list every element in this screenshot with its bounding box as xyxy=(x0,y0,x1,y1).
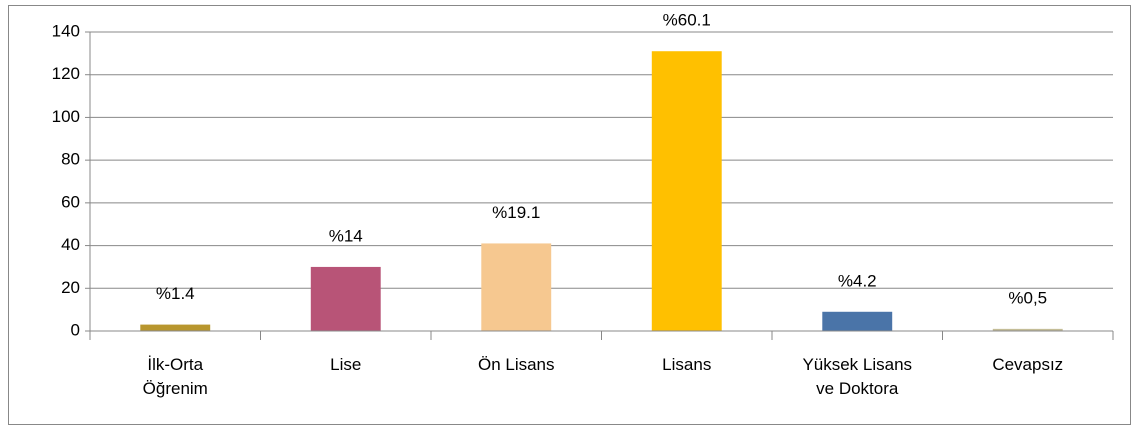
y-tick-label: 40 xyxy=(61,235,80,254)
bar xyxy=(651,51,722,331)
bar xyxy=(822,311,893,331)
bar xyxy=(992,328,1063,331)
bar xyxy=(310,266,381,331)
y-tick-label: 80 xyxy=(61,150,80,169)
bar xyxy=(481,243,552,331)
y-tick-label: 100 xyxy=(52,107,80,126)
data-label: %4.2 xyxy=(838,271,877,290)
y-tick-label: 60 xyxy=(61,192,80,211)
data-label: %60.1 xyxy=(663,11,711,30)
x-tick-label-line: Cevapsız xyxy=(992,355,1063,374)
chart-border xyxy=(8,5,1131,425)
y-tick-label: 20 xyxy=(61,278,80,297)
x-tick-label: Lise xyxy=(330,355,361,374)
x-tick-label: İlk-Orta Öğrenim xyxy=(143,355,208,398)
x-tick-label-line: Lisans xyxy=(662,355,711,374)
data-label: %19.1 xyxy=(492,203,540,222)
data-label: %0,5 xyxy=(1008,288,1047,307)
x-tick-label-line: ve Doktora xyxy=(816,379,899,398)
data-label: %14 xyxy=(329,226,363,245)
y-tick-label: 120 xyxy=(52,64,80,83)
x-tick-label: Ön Lisans xyxy=(478,355,555,374)
x-tick-label-line: Yüksek Lisans xyxy=(802,355,912,374)
x-tick-label: Cevapsız xyxy=(992,355,1063,374)
x-tick-label: Yüksek Lisans ve Doktora xyxy=(802,355,912,398)
x-tick-label-line: İlk-Orta xyxy=(147,355,203,374)
x-tick-label-line: Ön Lisans xyxy=(478,355,555,374)
data-label: %1.4 xyxy=(156,284,195,303)
bar xyxy=(140,324,211,331)
y-tick-label: 0 xyxy=(71,320,80,339)
x-tick-label-line: Öğrenim xyxy=(143,379,208,398)
y-tick-label: 140 xyxy=(52,21,80,40)
x-tick-label: Lisans xyxy=(662,355,711,374)
x-tick-label-line: Lise xyxy=(330,355,361,374)
